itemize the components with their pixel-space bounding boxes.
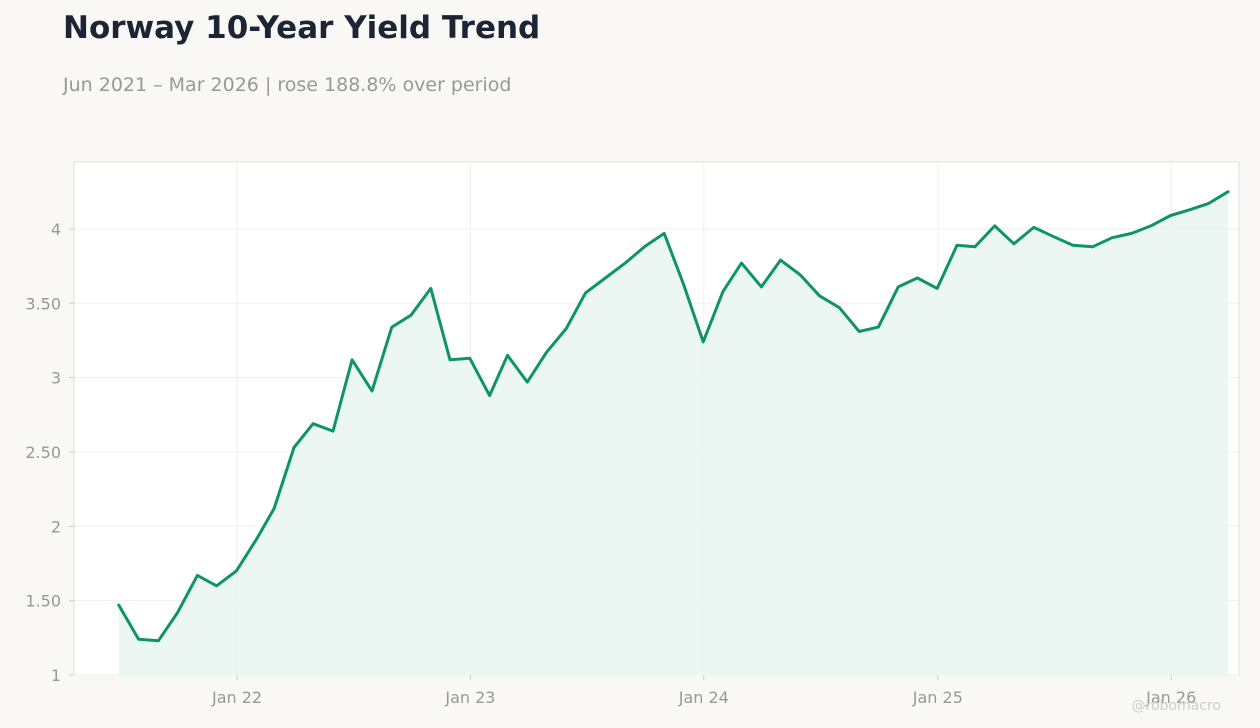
data-point xyxy=(760,285,763,288)
x-tick-label: Jan 25 xyxy=(912,688,963,707)
y-tick-label: 1.50 xyxy=(25,592,61,611)
data-point xyxy=(1091,245,1094,248)
data-point xyxy=(779,259,782,262)
data-point xyxy=(196,574,199,577)
chart-subtitle: Jun 2021 – Mar 2026 | rose 188.8% over p… xyxy=(63,74,512,96)
data-point xyxy=(371,390,374,393)
data-point xyxy=(1130,232,1133,235)
x-tick-label: Jan 23 xyxy=(444,688,495,707)
data-point xyxy=(604,277,607,280)
data-point xyxy=(1032,226,1035,229)
data-point xyxy=(897,285,900,288)
y-axis: 1 1.50 2 2.50 3 3.50 4 xyxy=(25,220,74,685)
data-point xyxy=(1169,214,1172,217)
data-point xyxy=(488,394,491,397)
data-point xyxy=(702,340,705,343)
data-point xyxy=(584,291,587,294)
data-point xyxy=(545,351,548,354)
chart-title: Norway 10-Year Yield Trend xyxy=(63,10,541,46)
data-point xyxy=(973,245,976,248)
data-point xyxy=(137,638,140,641)
data-point xyxy=(818,294,821,297)
data-point xyxy=(663,232,666,235)
y-tick-label: 4 xyxy=(51,220,61,239)
data-point xyxy=(722,290,725,293)
data-point xyxy=(565,327,568,330)
data-point xyxy=(312,422,315,425)
data-point xyxy=(351,358,354,361)
data-point xyxy=(643,245,646,248)
data-point xyxy=(157,639,160,642)
data-point xyxy=(429,287,432,290)
watermark: @robomacro xyxy=(1132,698,1221,714)
data-point xyxy=(624,262,627,265)
y-tick-label: 3 xyxy=(51,369,61,388)
data-point xyxy=(877,326,880,329)
data-point xyxy=(273,507,276,510)
data-point xyxy=(468,357,471,360)
data-point xyxy=(293,446,296,449)
data-point xyxy=(858,330,861,333)
data-point xyxy=(1227,190,1230,193)
series-line xyxy=(117,190,1230,643)
data-point xyxy=(916,277,919,280)
x-tick-label: Jan 26 xyxy=(1145,688,1196,707)
data-point xyxy=(390,326,393,329)
x-tick-label: Jan 24 xyxy=(678,688,729,707)
y-tick-label: 2 xyxy=(51,517,61,536)
data-point xyxy=(993,224,996,227)
data-point xyxy=(506,354,509,357)
y-tick-label: 1 xyxy=(51,666,61,685)
data-point xyxy=(526,381,529,384)
data-point xyxy=(956,244,959,247)
data-point xyxy=(215,584,218,587)
area-fill xyxy=(118,191,1229,675)
data-point xyxy=(682,282,685,285)
data-point xyxy=(1012,242,1015,245)
data-point xyxy=(117,604,120,607)
data-point xyxy=(410,314,413,317)
data-point xyxy=(235,569,238,572)
y-tick-label: 3.50 xyxy=(25,294,61,313)
data-point xyxy=(449,358,452,361)
data-point xyxy=(1207,202,1210,205)
data-point xyxy=(255,538,258,541)
data-point xyxy=(1051,235,1054,238)
data-point xyxy=(1071,244,1074,247)
data-point xyxy=(838,306,841,309)
x-tick-label: Jan 22 xyxy=(211,688,262,707)
data-point xyxy=(799,274,802,277)
data-point xyxy=(1110,236,1113,239)
data-point xyxy=(740,262,743,265)
data-point xyxy=(1149,224,1152,227)
data-point xyxy=(332,430,335,433)
data-point xyxy=(936,287,939,290)
x-axis: Jan 22 Jan 23 Jan 24 Jan 25 Jan 26 xyxy=(211,675,1196,707)
y-tick-label: 2.50 xyxy=(25,443,61,462)
data-point xyxy=(176,611,179,614)
data-point xyxy=(1189,208,1192,211)
